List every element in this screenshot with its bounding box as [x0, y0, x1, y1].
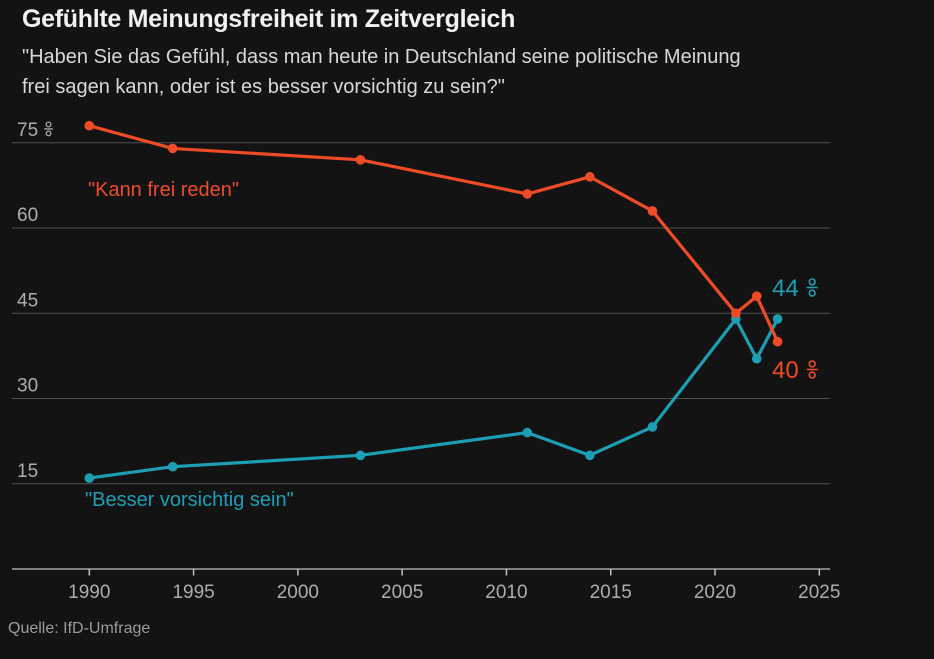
y-axis-label-15: 15	[17, 461, 38, 482]
end-value-percent-icon-teal	[808, 278, 816, 286]
x-axis-label-2025: 2025	[798, 582, 840, 603]
source-note: Quelle: IfD-Umfrage	[8, 620, 151, 637]
data-point-red-1990	[84, 120, 95, 131]
subtitle-line-2: frei sagen kann, oder ist es besser vors…	[22, 76, 505, 98]
end-value-percent-icon-red	[808, 360, 816, 368]
data-point-teal-2022	[751, 353, 762, 364]
series-line-red	[88, 124, 780, 343]
data-point-red-1994	[167, 143, 178, 154]
end-value-percent-icon-red	[808, 371, 816, 379]
chart-subtitle: "Haben Sie das Gefühl, dass man heute in…	[22, 42, 741, 102]
data-point-teal-1990	[84, 473, 95, 483]
y-axis-label-30: 30	[17, 376, 38, 397]
x-axis-label-2010: 2010	[485, 582, 527, 603]
y-axis-label-75: 75	[17, 120, 38, 141]
series-label-teal: "Besser vorsichtig sein"	[85, 489, 294, 511]
data-point-red-2021	[731, 308, 741, 319]
subtitle-line-1: "Haben Sie das Gefühl, dass man heute in…	[22, 46, 741, 68]
x-axis-label-1990: 1990	[68, 582, 110, 603]
data-point-teal-2023	[772, 314, 783, 324]
data-point-red-2011	[522, 189, 533, 199]
x-axis-label-2015: 2015	[590, 582, 632, 603]
data-point-teal-2011	[522, 427, 533, 438]
data-point-teal-2017	[647, 422, 658, 432]
y-axis-percent-icon	[45, 130, 52, 137]
data-point-red-2003	[355, 155, 366, 165]
series-label-red: "Kann frei reden"	[88, 179, 239, 201]
y-axis-label-45: 45	[17, 290, 38, 311]
x-axis-label-2000: 2000	[277, 582, 319, 603]
end-value-label-red: 40	[772, 357, 799, 384]
data-point-teal-1994	[167, 461, 178, 472]
x-axis-label-2005: 2005	[381, 582, 423, 603]
end-value-percent-icon-teal	[808, 289, 816, 297]
y-axis-percent-icon	[45, 121, 52, 128]
data-point-red-2014	[585, 172, 595, 182]
data-point-teal-2014	[585, 450, 595, 461]
data-point-red-2017	[647, 206, 658, 216]
data-point-teal-2003	[355, 450, 366, 461]
y-axis-label-60: 60	[17, 205, 38, 226]
page-title: Gefühlte Meinungsfreiheit im Zeitverglei…	[22, 5, 516, 33]
end-value-label-teal: 44	[772, 275, 799, 302]
data-point-red-2023	[772, 336, 783, 347]
x-axis-label-2020: 2020	[694, 582, 736, 603]
data-point-red-2022	[751, 291, 762, 302]
x-axis-label-1995: 1995	[172, 582, 214, 603]
